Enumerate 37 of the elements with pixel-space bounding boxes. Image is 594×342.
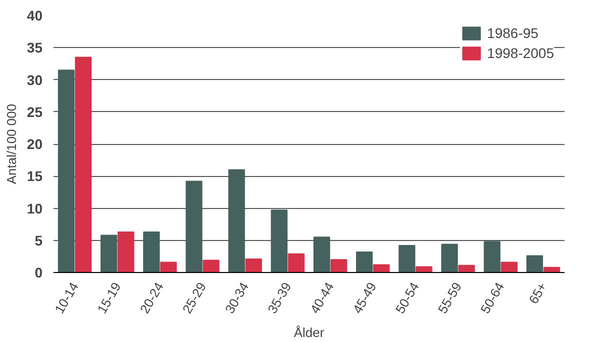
legend-label: 1998-2005: [487, 45, 554, 61]
bar: [441, 244, 458, 272]
bar: [74, 56, 92, 272]
bar: [398, 245, 416, 272]
legend-label: 1986-95: [487, 25, 538, 41]
bar: [245, 258, 262, 272]
bar: [58, 70, 75, 272]
y-axis-title: Antal/100 000: [4, 104, 19, 184]
bar: [500, 262, 518, 272]
x-axis-title: Ålder: [294, 324, 325, 340]
y-tick-label: 20: [26, 136, 43, 152]
bar: [330, 259, 348, 272]
y-tick-label: 15: [26, 168, 43, 184]
y-tick-label: 35: [26, 40, 43, 56]
x-tick-label: 65+: [526, 280, 550, 306]
bar: [270, 210, 288, 272]
bar: [416, 266, 432, 272]
bar: [313, 236, 330, 272]
y-tick-label: 5: [34, 232, 43, 248]
bar: [100, 234, 118, 272]
bar: [356, 251, 373, 272]
bar: [288, 253, 305, 272]
y-tick-label: 30: [26, 72, 43, 88]
bar: [186, 180, 202, 272]
bar: [160, 262, 177, 272]
bar: [484, 241, 500, 272]
bar: [458, 264, 475, 272]
bar: [526, 255, 544, 272]
bar: [373, 264, 390, 272]
y-tick-label: 0: [34, 264, 43, 280]
y-tick-label: 40: [26, 8, 43, 24]
bar: [228, 169, 245, 272]
bar: [143, 232, 160, 272]
y-tick-label: 25: [26, 104, 43, 120]
bar: [202, 260, 220, 272]
bar: [118, 232, 134, 272]
y-tick-label: 10: [26, 200, 43, 216]
